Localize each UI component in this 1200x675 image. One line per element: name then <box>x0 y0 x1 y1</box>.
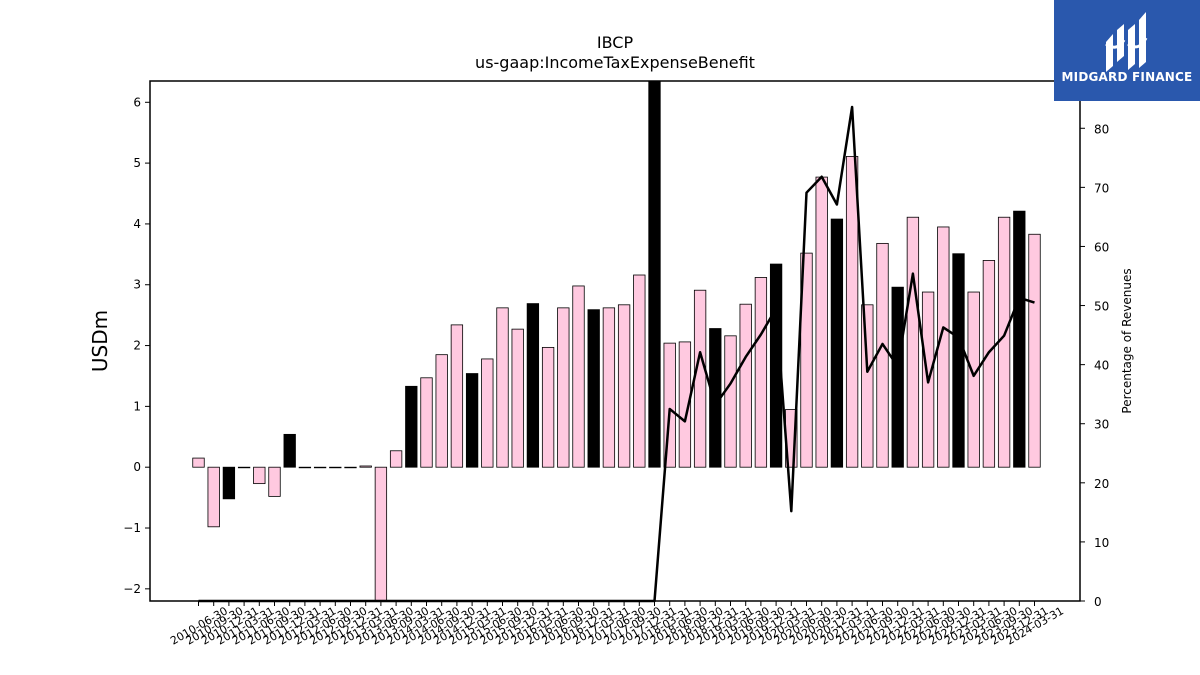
y-tick-label: 1 <box>133 399 141 413</box>
bar <box>663 342 676 468</box>
bar <box>724 335 737 468</box>
bar <box>952 253 965 468</box>
plot-area-frame <box>149 80 1081 602</box>
bar <box>769 263 783 468</box>
bar <box>967 291 980 468</box>
bar <box>845 156 859 468</box>
right-axis-ticks: 0 10 20 30 40 50 60 70 80 <box>1080 122 1109 609</box>
bar <box>344 466 357 469</box>
y-tick-label: 5 <box>133 156 141 170</box>
bar <box>541 346 555 468</box>
bar <box>268 466 281 497</box>
bar <box>298 466 312 469</box>
bar <box>678 341 692 468</box>
y-tick-label: 4 <box>133 217 141 231</box>
bar <box>982 260 996 468</box>
y2-tick-label: 0 <box>1094 595 1102 609</box>
bar <box>329 466 342 469</box>
bar <box>1013 210 1026 468</box>
bar <box>192 457 205 468</box>
bar <box>617 304 631 468</box>
brand-name: MIDGARD FINANCE <box>1061 70 1193 84</box>
bar <box>557 307 570 468</box>
bar <box>465 373 479 468</box>
bar <box>435 354 448 468</box>
y2-tick-label: 40 <box>1094 359 1109 373</box>
bar <box>313 466 327 469</box>
y2-tick-label: 60 <box>1094 240 1109 254</box>
bar <box>997 216 1011 468</box>
bar <box>906 216 920 468</box>
bar <box>405 385 418 468</box>
bar <box>861 304 874 468</box>
bar <box>937 226 950 468</box>
chart-subtitle: us-gaap:IncomeTaxExpenseBenefit <box>475 53 755 72</box>
bar <box>648 80 661 468</box>
y-tick-label: −1 <box>123 521 141 535</box>
bar <box>602 307 616 468</box>
bar <box>876 242 889 468</box>
bar <box>815 176 828 468</box>
y-tick-label: 3 <box>133 278 141 292</box>
bar <box>693 289 707 468</box>
bar <box>511 328 524 468</box>
bar <box>237 466 251 469</box>
bar <box>389 450 403 468</box>
chart-title: IBCP <box>597 33 634 52</box>
y2-tick-label: 10 <box>1094 536 1109 550</box>
bar <box>207 466 220 528</box>
brand-logo: MIDGARD FINANCE <box>1054 0 1200 101</box>
bar <box>1028 233 1041 468</box>
bar-series <box>192 80 1041 602</box>
bar <box>526 303 540 468</box>
y-tick-label: 6 <box>133 95 141 109</box>
bar <box>283 433 296 468</box>
bar <box>253 466 266 485</box>
bar <box>754 277 768 468</box>
bar <box>739 303 752 468</box>
bar <box>481 358 494 468</box>
y2-tick-label: 30 <box>1094 418 1109 432</box>
bar <box>830 218 844 468</box>
bar <box>587 309 600 468</box>
y-tick-label: 2 <box>133 339 141 353</box>
bar <box>222 466 236 500</box>
bar <box>359 465 372 468</box>
y-tick-label: 0 <box>133 460 141 474</box>
y2-tick-label: 70 <box>1094 181 1109 195</box>
y-tick-label: −2 <box>123 582 141 596</box>
left-axis-ticks: −2 −1 0 1 2 3 4 5 6 <box>123 95 150 596</box>
bar <box>450 324 464 468</box>
bar <box>633 274 646 468</box>
y2-axis-label: Percentage of Revenues <box>1120 268 1134 413</box>
bar <box>496 307 509 468</box>
x-axis-ticks: 2010-06-302010-09-302010-12-312011-03-31… <box>168 601 1066 648</box>
bar <box>891 286 904 468</box>
midgard-logo-icon <box>1105 12 1148 72</box>
y2-tick-label: 80 <box>1094 122 1109 136</box>
y2-tick-label: 50 <box>1094 300 1109 314</box>
bar <box>374 466 388 602</box>
y-axis-label: USDm <box>88 310 112 372</box>
y2-tick-label: 20 <box>1094 477 1109 491</box>
bar <box>572 285 585 468</box>
bar <box>420 377 433 468</box>
bar <box>800 252 813 468</box>
